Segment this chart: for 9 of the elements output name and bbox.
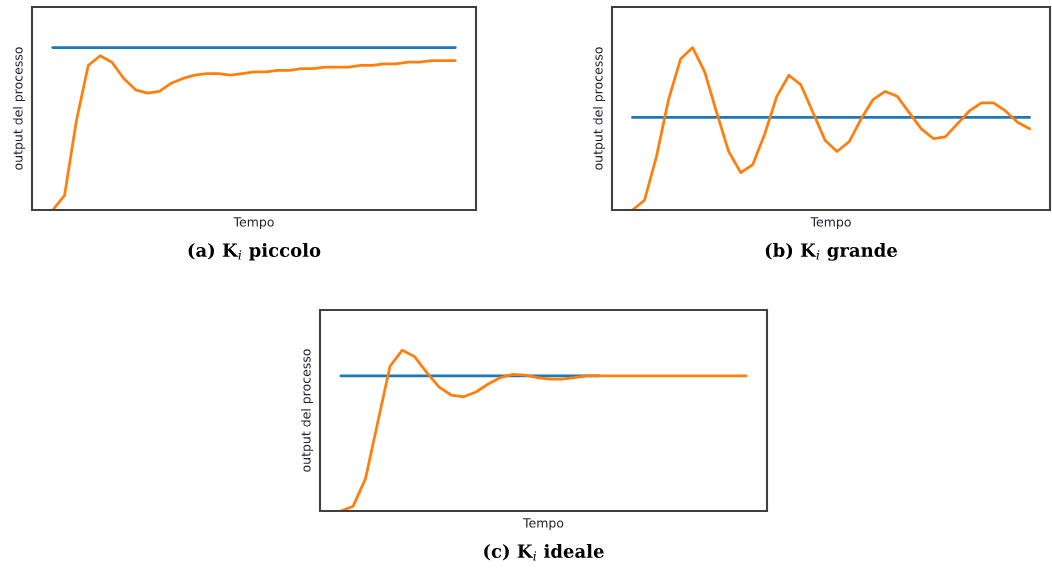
x-axis-title: Tempo: [233, 217, 274, 230]
y-axis-title: output del processo: [592, 47, 606, 170]
text: (b) K$_{i}$ grande: [765, 243, 898, 261]
y-axis-title: output del processo: [300, 349, 314, 472]
y-axis-title: output del processo: [12, 47, 26, 170]
x-axis-title: Tempo: [522, 518, 564, 531]
text: (a) K$_{i}$ piccolo: [188, 243, 321, 261]
text: (c) K$_{i}$ ideale: [484, 544, 604, 561]
x-axis-title: Tempo: [810, 217, 851, 230]
